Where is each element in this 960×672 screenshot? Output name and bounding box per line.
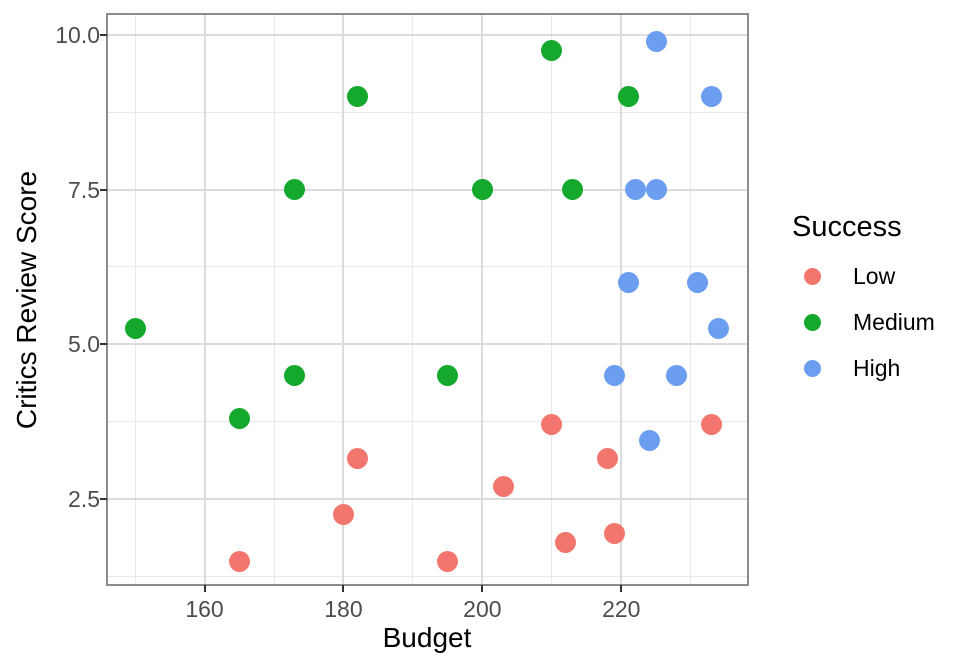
data-point-medium <box>284 364 306 386</box>
x-axis-tick <box>203 585 206 592</box>
x-minor-gridline <box>412 15 414 584</box>
data-point-high <box>666 364 688 386</box>
data-point-high <box>603 364 625 386</box>
legend-item-high: High <box>792 345 957 391</box>
y-axis-tick <box>100 343 107 346</box>
data-point-low <box>541 414 563 436</box>
data-point-low <box>492 476 514 498</box>
x-major-gridline <box>203 15 206 584</box>
x-major-gridline <box>342 15 345 584</box>
x-major-gridline <box>620 15 623 584</box>
data-point-medium <box>346 86 368 108</box>
data-point-high <box>645 179 667 201</box>
data-point-low <box>555 532 577 554</box>
data-point-low <box>596 448 618 470</box>
y-minor-gridline <box>108 421 747 423</box>
data-point-high <box>701 86 723 108</box>
data-point-low <box>332 504 354 526</box>
data-point-low <box>437 550 459 572</box>
y-tick-label: 10.0 <box>55 21 100 48</box>
legend: Success Low Medium High <box>792 207 957 391</box>
legend-item-label: Low <box>853 262 896 289</box>
data-point-low <box>701 414 723 436</box>
legend-title: Success <box>792 211 902 243</box>
y-minor-gridline <box>108 111 747 113</box>
data-point-low <box>603 522 625 544</box>
legend-key-icon <box>804 313 821 331</box>
y-tick-label: 7.5 <box>68 176 100 203</box>
y-major-gridline <box>108 343 747 346</box>
y-axis-tick <box>100 498 107 501</box>
x-axis-tick <box>620 585 623 592</box>
data-point-high <box>645 30 667 52</box>
x-tick-label: 160 <box>185 596 224 622</box>
data-point-high <box>638 429 660 451</box>
y-axis-title: Critics Review Score <box>11 170 42 430</box>
y-major-gridline <box>108 498 747 501</box>
legend-item-label: High <box>853 354 901 381</box>
data-point-medium <box>284 179 306 201</box>
data-point-medium <box>562 179 584 201</box>
x-minor-gridline <box>690 15 692 584</box>
y-major-gridline <box>108 33 747 36</box>
y-minor-gridline <box>108 266 747 268</box>
x-minor-gridline <box>273 15 275 584</box>
y-major-gridline <box>108 188 747 191</box>
y-tick-label: 2.5 <box>68 486 100 513</box>
data-point-medium <box>617 86 639 108</box>
data-point-low <box>228 550 250 572</box>
legend-items: Low Medium High <box>792 253 957 391</box>
data-point-medium <box>471 179 493 201</box>
data-point-high <box>624 179 646 201</box>
x-minor-gridline <box>134 15 136 584</box>
data-point-high <box>617 271 639 293</box>
legend-item-medium: Medium <box>792 299 957 345</box>
data-point-high <box>687 271 709 293</box>
x-axis-tick <box>342 585 345 592</box>
legend-item-low: Low <box>792 253 957 299</box>
data-point-low <box>346 448 368 470</box>
plot-panel <box>108 15 747 584</box>
x-major-gridline <box>481 15 484 584</box>
y-axis-tick <box>100 33 107 36</box>
y-axis-tick <box>100 188 107 191</box>
legend-key-icon <box>804 267 821 285</box>
x-axis-title: Budget <box>382 622 472 653</box>
y-minor-gridline <box>108 576 747 578</box>
data-point-medium <box>124 318 146 340</box>
x-minor-gridline <box>551 15 553 584</box>
data-point-medium <box>437 364 459 386</box>
x-tick-label: 200 <box>463 596 502 622</box>
data-point-high <box>708 318 730 340</box>
legend-item-label: Medium <box>853 308 935 335</box>
legend-key-icon <box>804 359 821 377</box>
x-tick-label: 180 <box>324 596 363 622</box>
data-point-medium <box>228 408 250 430</box>
data-point-medium <box>541 39 563 61</box>
x-axis-tick <box>481 585 484 592</box>
x-tick-label: 220 <box>602 596 641 622</box>
y-tick-label: 5.0 <box>68 331 100 358</box>
